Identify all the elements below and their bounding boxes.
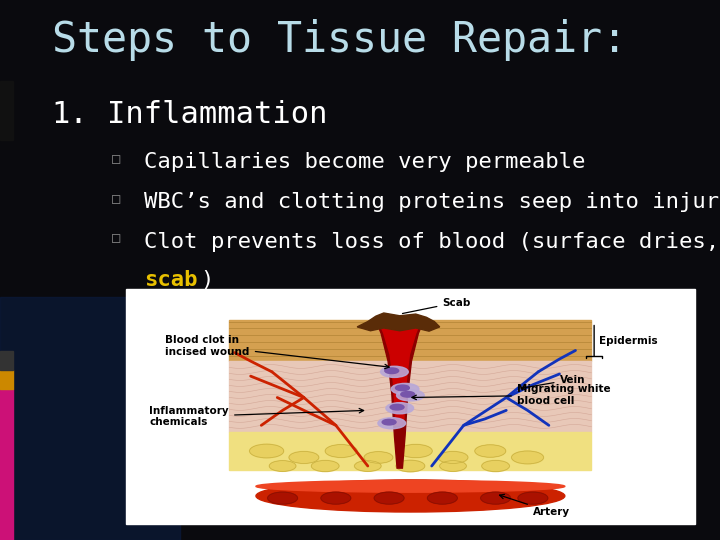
Circle shape [289,451,319,463]
Circle shape [325,444,357,457]
Text: Clot prevents loss of blood (surface dries, forms a: Clot prevents loss of blood (surface dri… [144,232,720,252]
Circle shape [482,461,510,471]
Text: Inflammatory
chemicals: Inflammatory chemicals [150,406,364,427]
Text: Vein: Vein [521,375,585,390]
Text: Inflammation: Inflammation [107,100,327,129]
Circle shape [321,492,351,504]
Ellipse shape [256,481,564,492]
Circle shape [391,383,419,395]
Circle shape [512,451,544,464]
Bar [230,361,591,432]
Text: Migrating white
blood cell: Migrating white blood cell [412,384,611,406]
Circle shape [250,444,284,458]
Bar [230,432,591,470]
Circle shape [481,492,510,504]
Circle shape [384,368,399,374]
Bar [0,351,13,370]
Text: scab: scab [144,270,197,290]
Text: Artery: Artery [500,495,570,517]
Polygon shape [357,313,440,331]
Circle shape [397,390,424,401]
Text: □: □ [112,232,120,246]
Bar [0,370,13,389]
Ellipse shape [256,480,564,512]
Bar [126,289,695,524]
Circle shape [399,444,432,458]
Text: □: □ [112,192,120,206]
Text: Steps to Tissue Repair:: Steps to Tissue Repair: [52,19,627,61]
Bar [0,81,13,140]
Circle shape [440,461,467,471]
Text: WBC’s and clotting proteins seep into injured area: WBC’s and clotting proteins seep into in… [144,192,720,212]
Circle shape [401,392,415,397]
Circle shape [354,461,381,471]
Circle shape [364,451,393,463]
Text: ): ) [200,270,213,290]
Circle shape [381,366,408,377]
Circle shape [374,492,404,504]
Text: Blood clot in
incised wound: Blood clot in incised wound [166,335,390,369]
Text: 1.: 1. [52,100,89,129]
Text: Epidermis: Epidermis [600,336,658,346]
Circle shape [474,445,505,457]
Polygon shape [376,320,423,468]
Circle shape [382,420,396,425]
Circle shape [378,417,405,429]
Polygon shape [0,297,180,540]
Polygon shape [379,320,421,426]
Circle shape [518,492,548,504]
Circle shape [269,461,296,471]
Circle shape [428,492,457,504]
Text: Scab: Scab [402,298,471,314]
Circle shape [390,404,404,410]
Text: □: □ [112,152,120,166]
Circle shape [396,460,425,472]
Bar [230,320,591,361]
Circle shape [268,492,297,504]
Circle shape [386,403,413,414]
Circle shape [438,451,468,463]
Text: Capillaries become very permeable: Capillaries become very permeable [144,152,585,172]
Circle shape [311,461,339,471]
Bar [0,389,13,540]
Circle shape [395,385,410,390]
